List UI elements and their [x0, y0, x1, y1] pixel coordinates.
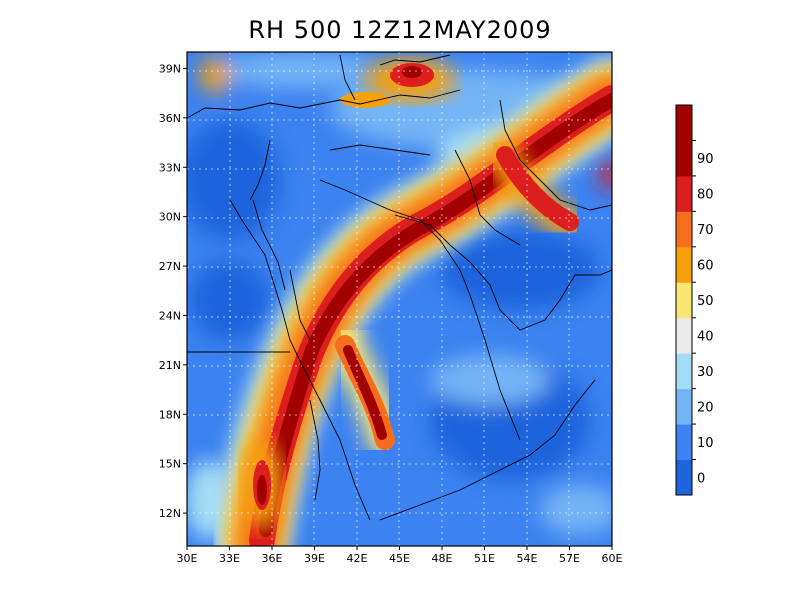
colorbar-swatch: [676, 424, 692, 461]
colorbar: 0 10 20 30 40 50 60 70 80 90: [675, 104, 714, 496]
lat-tick-label: 24N: [159, 309, 181, 322]
longitude-ticks: 30E 33E 36E 39E 42E 45E 48E 51E 54E 57E 60E: [177, 546, 623, 565]
latitude-ticks: 12N 15N 18N 21N 24N 27N 30N 33N 36N 39N: [159, 62, 187, 520]
lon-tick-label: 48E: [432, 552, 453, 565]
colorbar-swatch: [676, 105, 692, 141]
lat-tick-label: 39N: [159, 62, 181, 75]
lon-tick-label: 33E: [219, 552, 240, 565]
map-title: RH 500 12Z12MAY2009: [248, 16, 552, 44]
colorbar-label: 90: [697, 152, 714, 167]
rh-field: [187, 52, 612, 546]
lon-tick-label: 60E: [602, 552, 623, 565]
colorbar-swatch: [676, 459, 692, 496]
colorbar-swatch: [676, 388, 692, 425]
lat-tick-label: 18N: [159, 408, 181, 421]
lat-tick-label: 21N: [159, 359, 181, 372]
lat-tick-label: 33N: [159, 161, 181, 174]
colorbar-swatch: [676, 246, 692, 283]
lat-tick-label: 27N: [159, 260, 181, 273]
lat-tick-label: 12N: [159, 507, 181, 520]
colorbar-swatch: [676, 211, 692, 248]
colorbar-swatch: [676, 353, 692, 390]
coastlines: [187, 54, 612, 521]
lon-tick-label: 45E: [389, 552, 410, 565]
lat-tick-label: 15N: [159, 458, 181, 471]
lat-tick-label: 30N: [159, 211, 181, 224]
colorbar-swatch: [676, 282, 692, 319]
lat-tick-label: 36N: [159, 112, 181, 125]
colorbar-swatch: [676, 317, 692, 354]
colorbar-label: 30: [697, 365, 714, 380]
lon-tick-label: 30E: [177, 552, 198, 565]
colorbar-label: 60: [697, 259, 714, 274]
colorbar-label: 50: [697, 294, 714, 309]
lon-tick-label: 54E: [517, 552, 538, 565]
colorbar-label: 20: [697, 400, 714, 415]
colorbar-label: 80: [697, 188, 714, 203]
colorbar-frame: [675, 104, 693, 496]
colorbar-label: 0: [697, 471, 705, 486]
lon-tick-label: 36E: [262, 552, 283, 565]
colorbar-swatch: [676, 175, 692, 212]
colorbar-swatch: [676, 140, 692, 177]
colorbar-label: 40: [697, 329, 714, 344]
colorbar-label: 70: [697, 223, 714, 238]
colorbar-label: 10: [697, 436, 714, 451]
lon-tick-label: 42E: [347, 552, 368, 565]
lon-tick-label: 51E: [474, 552, 495, 565]
lon-tick-label: 39E: [304, 552, 325, 565]
gridlines: [187, 52, 612, 546]
lon-tick-label: 57E: [559, 552, 580, 565]
